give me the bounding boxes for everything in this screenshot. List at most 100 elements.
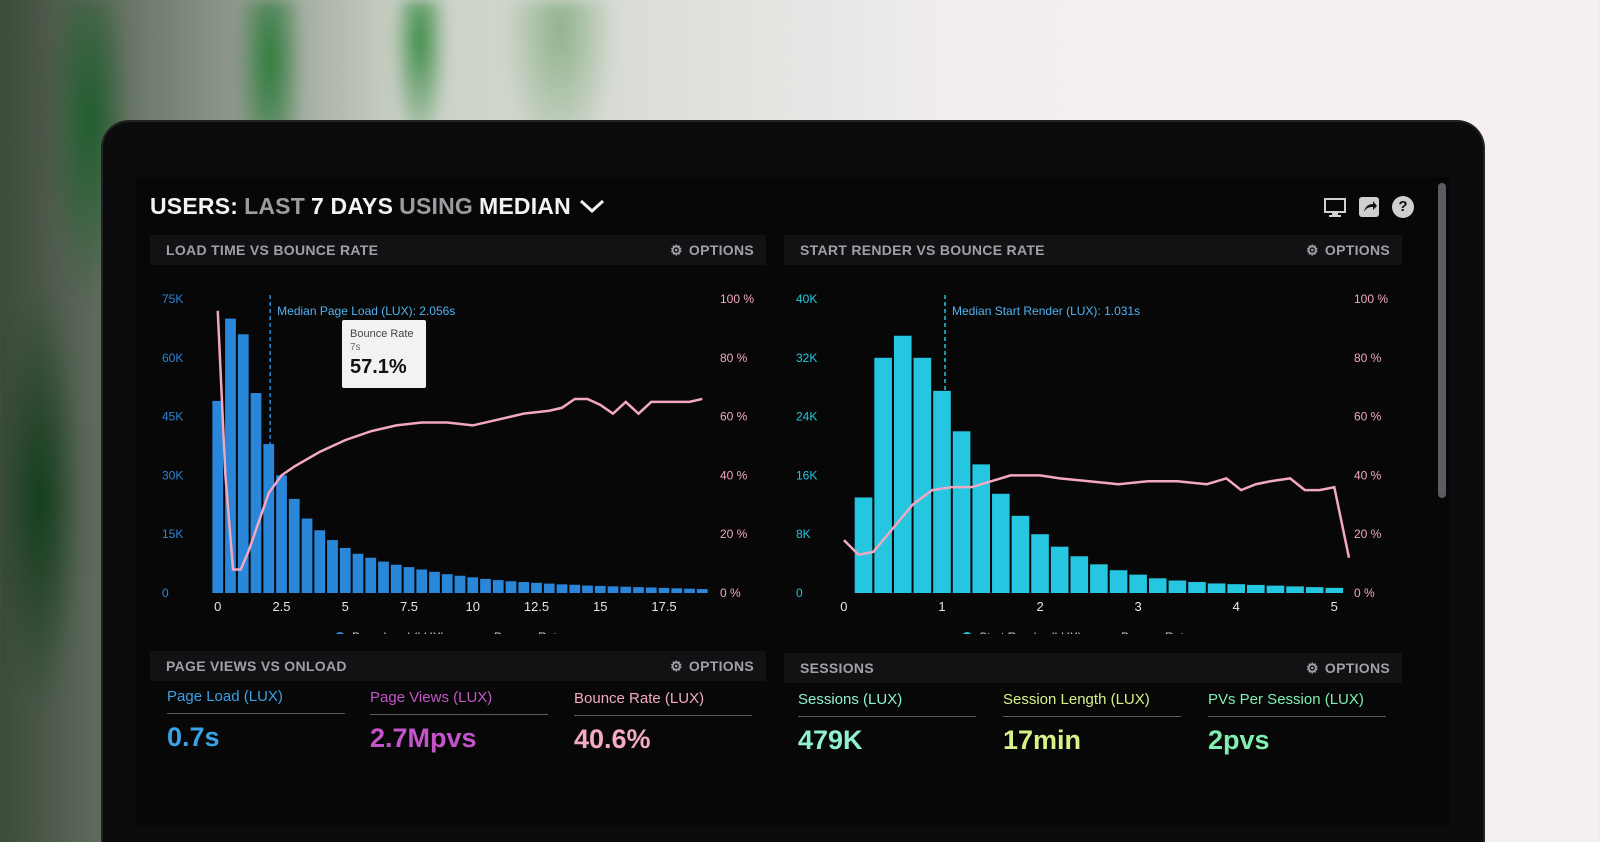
legend-label: Start Render (LUX)	[979, 630, 1082, 634]
histogram-bar	[893, 335, 912, 593]
histogram-bar	[1031, 534, 1049, 593]
legend-label: Page Load (LUX)	[352, 630, 445, 634]
header-users: USERS:	[150, 192, 239, 219]
histogram-bar	[390, 564, 402, 593]
y2-tick-label: 20 %	[1354, 527, 1382, 541]
chart-load-time-vs-bounce-rate: 0 15K 30K 45K 60K 75K 0 % 20 % 40 % 60 % 80 % 100 %…	[162, 292, 754, 634]
options-button-pageviews[interactable]: ⚙ OPTIONS	[670, 651, 754, 681]
y-tick-label: 16K	[796, 468, 817, 482]
histogram-bar	[620, 586, 632, 593]
options-button-render[interactable]: ⚙ OPTIONS	[1306, 235, 1390, 265]
metric-label-session-length: Session Length (LUX)	[1003, 691, 1150, 708]
y-tick-label: 30K	[162, 468, 183, 482]
x-tick-label: 17.5	[651, 599, 676, 614]
metric-label-sessions: Sessions (LUX)	[798, 691, 903, 708]
x-tick-label: 5	[342, 599, 349, 614]
metric-divider	[1003, 716, 1181, 717]
tooltip-value: 57.1%	[350, 356, 407, 378]
metric-divider	[798, 716, 976, 717]
options-button-load[interactable]: ⚙ OPTIONS	[670, 235, 754, 265]
histogram-bar	[1266, 585, 1285, 593]
y2-tick-label: 40 %	[720, 468, 748, 482]
histogram-bar	[684, 588, 695, 593]
y-tick-label: 60K	[162, 351, 183, 365]
histogram-bar	[696, 589, 708, 593]
histogram-bar	[1247, 584, 1265, 593]
laptop: USERS: LAST 7 DAYS USING MEDIAN ? LOAD T…	[103, 122, 1483, 842]
histogram-bar	[972, 464, 991, 593]
chevron-down-icon[interactable]	[579, 196, 605, 216]
histogram-bar	[1109, 570, 1128, 593]
histogram-bar	[933, 390, 951, 593]
bounce-rate-tooltip: Bounce Rate 7s 57.1%	[342, 320, 426, 388]
panel-title-load: LOAD TIME VS BOUNCE RATE ⚙ OPTIONS	[150, 235, 766, 265]
dashboard-header: USERS: LAST 7 DAYS USING MEDIAN	[150, 189, 605, 223]
y2-tick-label: 80 %	[1354, 351, 1382, 365]
histogram-bar	[365, 557, 377, 593]
histogram-bar	[301, 518, 313, 593]
metric-value-page-load: 0.7s	[167, 722, 220, 752]
panel-title-render: START RENDER VS BOUNCE RATE ⚙ OPTIONS	[784, 235, 1402, 265]
tooltip-sub: 7s	[350, 342, 361, 353]
header-range: LAST	[244, 192, 305, 219]
y2-tick-label: 80 %	[720, 351, 748, 365]
histogram-bar	[480, 578, 491, 593]
y-tick-label: 15K	[162, 527, 183, 541]
histogram-bar	[352, 553, 364, 593]
histogram-bar	[854, 497, 873, 593]
header-median[interactable]: MEDIAN	[478, 192, 571, 219]
histogram-bar	[582, 585, 593, 593]
x-tick-label: 1	[938, 599, 945, 614]
header-using: USING	[399, 192, 473, 219]
metric-label-bounce-rate: Bounce Rate (LUX)	[574, 690, 705, 707]
histogram-bar	[607, 586, 619, 593]
histogram-bar	[212, 400, 224, 593]
histogram-bar	[633, 587, 644, 593]
metric-label-page-load: Page Load (LUX)	[167, 688, 283, 705]
metric-divider	[167, 713, 345, 714]
gear-icon: ⚙	[670, 658, 683, 674]
y-tick-label: 75K	[162, 292, 183, 306]
options-label: OPTIONS	[1324, 660, 1390, 676]
y2-tick-label: 60 %	[1354, 410, 1382, 424]
y-tick-label: 45K	[162, 410, 183, 424]
monitor-icon[interactable]	[1324, 196, 1346, 218]
histogram-bar	[416, 569, 428, 593]
x-tick-label: 12.5	[524, 599, 549, 614]
x-tick-label: 2.5	[272, 599, 290, 614]
x-tick-label: 7.5	[400, 599, 418, 614]
y-tick-label: 0	[796, 586, 803, 600]
scrollbar[interactable]	[1438, 183, 1446, 498]
metric-label-pvs-per-session: PVs Per Session (LUX)	[1208, 691, 1364, 708]
bounce-rate-line	[843, 474, 1351, 558]
gear-icon: ⚙	[1306, 242, 1319, 258]
histogram-bar	[429, 571, 440, 593]
header-days[interactable]: 7 DAYS	[310, 192, 394, 219]
histogram-bar	[288, 498, 300, 593]
gear-icon: ⚙	[1306, 660, 1319, 676]
metric-value-page-views: 2.7Mpvs	[370, 723, 477, 753]
histogram-bar	[403, 567, 415, 593]
legend-dot	[336, 632, 344, 634]
y-tick-label: 32K	[796, 351, 817, 365]
histogram-bar	[1305, 587, 1324, 593]
histogram-bar	[874, 357, 892, 593]
metric-value-session-length: 17min	[1003, 725, 1082, 755]
histogram-bar	[569, 584, 581, 593]
histogram-bar	[913, 357, 932, 593]
legend-dot	[963, 632, 971, 634]
help-icon[interactable]: ?	[1392, 196, 1414, 218]
share-icon[interactable]	[1358, 196, 1380, 218]
histogram-bar	[952, 431, 971, 593]
panel-title-pageviews: PAGE VIEWS VS ONLOAD ⚙ OPTIONS	[150, 651, 766, 681]
bounce-rate-line	[216, 310, 703, 571]
y-tick-label: 0	[162, 586, 169, 600]
metric-label-page-views: Page Views (LUX)	[370, 689, 493, 706]
histogram-bar	[454, 575, 466, 593]
panel-load-title: LOAD TIME VS BOUNCE RATE	[166, 242, 379, 258]
histogram-bar	[531, 582, 542, 593]
histogram-bar	[556, 584, 568, 593]
options-button-sessions[interactable]: ⚙ OPTIONS	[1306, 653, 1390, 683]
x-tick-label: 4	[1233, 599, 1240, 614]
histogram-bar	[467, 577, 479, 593]
